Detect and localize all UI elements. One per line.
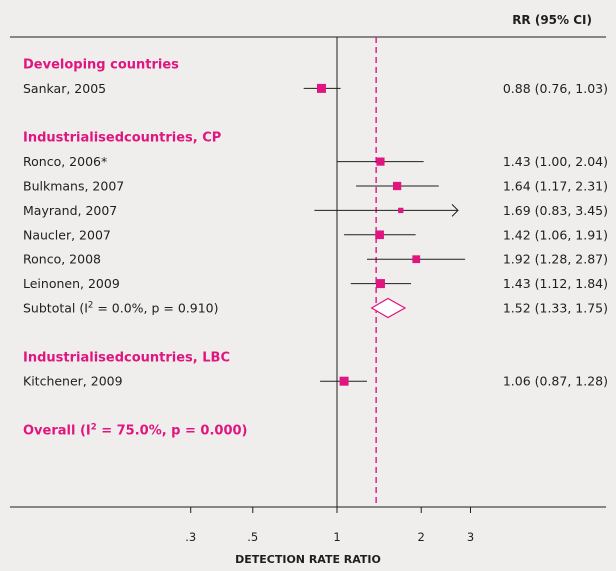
point-estimate-marker — [376, 157, 385, 166]
group-heading: Industrialisedcountries, CP — [23, 131, 221, 146]
study-label: Sankar, 2005 — [23, 81, 106, 96]
label-prefix: Subtotal (I — [23, 301, 88, 316]
point-estimate-marker — [375, 279, 385, 289]
point-estimate-marker — [375, 230, 384, 240]
ci-arrow — [451, 204, 459, 217]
label-prefix: Overall (I — [23, 424, 91, 439]
study-label: Mayrand, 2007 — [23, 203, 117, 218]
point-estimate-marker — [316, 83, 326, 93]
point-estimate-marker — [398, 207, 404, 214]
superscript: 2 — [88, 301, 93, 311]
x-axis-ticks: .3 .5 1 2 3 — [185, 507, 474, 544]
study-label: Naucler, 2007 — [23, 227, 111, 242]
point-estimate-marker — [339, 376, 349, 386]
point-estimate-marker — [412, 255, 421, 264]
study-rr-ci: 1.92 (1.28, 2.87) — [503, 252, 608, 267]
group-heading: Industrialisedcountries, LBC — [23, 350, 230, 365]
study-rr-ci: 1.43 (1.00, 2.04) — [503, 154, 608, 169]
study-rr-ci: 1.64 (1.17, 2.31) — [503, 179, 608, 194]
study-rr-ci: 1.43 (1.12, 1.84) — [503, 276, 608, 291]
subtotal-label: Subtotal (I2 = 0.0%, p = 0.910) — [23, 301, 218, 316]
subtotal-diamond — [370, 297, 407, 319]
study-rr-ci: 1.06 (0.87, 1.28) — [503, 374, 608, 389]
x-tick-label: .3 — [185, 530, 196, 544]
study-label: Ronco, 2006* — [23, 154, 107, 169]
study-label: Kitchener, 2009 — [23, 374, 123, 389]
study-rr-ci: 1.69 (0.83, 3.45) — [503, 203, 608, 218]
x-tick-label: 2 — [418, 530, 425, 544]
group-heading: Developing countries — [23, 58, 179, 73]
point-estimate-marker — [392, 181, 402, 191]
study-rr-ci: 1.42 (1.06, 1.91) — [503, 227, 608, 242]
overall-label: Overall (I2 = 75.0%, p = 0.000) — [23, 423, 248, 439]
x-tick-label: .5 — [247, 530, 258, 544]
study-label: Bulkmans, 2007 — [23, 179, 124, 194]
x-tick-label: 1 — [333, 530, 340, 544]
study-label: Leinonen, 2009 — [23, 276, 120, 291]
superscript: 2 — [91, 423, 97, 433]
x-tick-label: 3 — [467, 530, 474, 544]
x-axis-label: DETECTION RATE RATIO — [235, 553, 381, 566]
label-suffix: = 75.0%, p = 0.000) — [97, 424, 248, 439]
subtotal-rr-ci: 1.52 (1.33, 1.75) — [503, 301, 608, 316]
rr-ci-header: RR (95% CI) — [512, 13, 592, 27]
study-label: Ronco, 2008 — [23, 252, 101, 267]
label-suffix: = 0.0%, p = 0.910) — [93, 301, 218, 316]
study-rr-ci: 0.88 (0.76, 1.03) — [503, 81, 608, 96]
forest-rows: Developing countries Sankar, 2005 0.88 (0.… — [23, 37, 608, 507]
